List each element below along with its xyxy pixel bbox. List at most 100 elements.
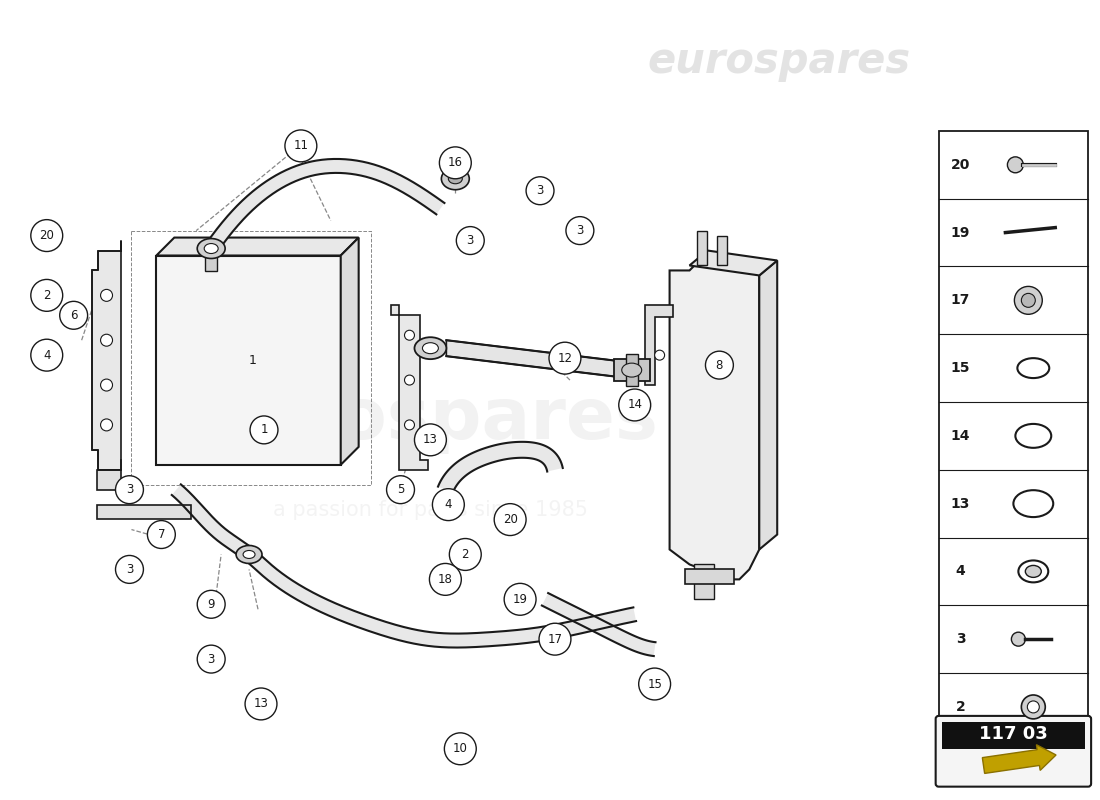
Ellipse shape xyxy=(236,546,262,563)
Circle shape xyxy=(705,351,734,379)
Bar xyxy=(938,131,1088,741)
Polygon shape xyxy=(694,565,714,599)
Text: 19: 19 xyxy=(513,593,528,606)
Text: 10: 10 xyxy=(453,742,468,755)
Circle shape xyxy=(654,350,664,360)
Circle shape xyxy=(405,375,415,385)
Ellipse shape xyxy=(415,338,447,359)
Circle shape xyxy=(386,476,415,504)
Polygon shape xyxy=(341,238,359,465)
Text: 2: 2 xyxy=(462,548,469,561)
Bar xyxy=(206,243,217,271)
Text: 12: 12 xyxy=(558,352,572,365)
Circle shape xyxy=(147,521,175,549)
Circle shape xyxy=(444,733,476,765)
Circle shape xyxy=(450,538,481,570)
Bar xyxy=(132,230,371,485)
Text: 15: 15 xyxy=(950,361,970,375)
Text: 7: 7 xyxy=(157,528,165,541)
Circle shape xyxy=(31,279,63,311)
Text: 11: 11 xyxy=(294,139,308,152)
Text: 17: 17 xyxy=(548,633,562,646)
Text: 9: 9 xyxy=(208,598,214,610)
Circle shape xyxy=(1022,695,1045,719)
Circle shape xyxy=(439,147,471,178)
Text: 13: 13 xyxy=(254,698,268,710)
Bar xyxy=(97,505,191,518)
Polygon shape xyxy=(645,306,672,385)
Polygon shape xyxy=(438,442,563,493)
Polygon shape xyxy=(690,250,778,275)
Text: 17: 17 xyxy=(950,294,970,307)
Circle shape xyxy=(456,226,484,254)
Text: 3: 3 xyxy=(576,224,584,237)
Circle shape xyxy=(494,504,526,535)
Polygon shape xyxy=(97,470,121,490)
Circle shape xyxy=(116,555,143,583)
Ellipse shape xyxy=(197,238,226,258)
Text: eurospares: eurospares xyxy=(648,40,911,82)
Bar xyxy=(156,255,341,465)
Circle shape xyxy=(639,668,671,700)
Text: 2: 2 xyxy=(43,289,51,302)
Text: 3: 3 xyxy=(537,184,543,198)
Text: 18: 18 xyxy=(438,573,453,586)
Text: 14: 14 xyxy=(627,398,642,411)
Ellipse shape xyxy=(441,168,470,190)
Circle shape xyxy=(539,623,571,655)
Ellipse shape xyxy=(422,342,439,354)
Text: 2: 2 xyxy=(956,700,966,714)
Bar xyxy=(942,722,1085,749)
Text: 20: 20 xyxy=(950,158,970,172)
Circle shape xyxy=(1027,701,1040,713)
Text: 4: 4 xyxy=(43,349,51,362)
Circle shape xyxy=(1014,286,1043,314)
Circle shape xyxy=(1022,294,1035,307)
Circle shape xyxy=(197,645,226,673)
Circle shape xyxy=(619,389,650,421)
Text: 4: 4 xyxy=(956,565,966,578)
Circle shape xyxy=(432,489,464,521)
Circle shape xyxy=(31,339,63,371)
Circle shape xyxy=(415,424,447,456)
Text: 3: 3 xyxy=(125,563,133,576)
Text: 4: 4 xyxy=(444,498,452,511)
Bar xyxy=(626,354,638,386)
Text: 20: 20 xyxy=(40,229,54,242)
Circle shape xyxy=(429,563,461,595)
Circle shape xyxy=(197,590,226,618)
Text: 14: 14 xyxy=(950,429,970,443)
Text: 1: 1 xyxy=(261,423,267,436)
Bar xyxy=(614,359,650,381)
Circle shape xyxy=(405,420,415,430)
Text: a passion for parts since 1985: a passion for parts since 1985 xyxy=(273,500,587,520)
Circle shape xyxy=(31,220,63,251)
Text: 19: 19 xyxy=(950,226,970,239)
Circle shape xyxy=(100,379,112,391)
Polygon shape xyxy=(447,340,628,378)
Circle shape xyxy=(504,583,536,615)
Text: 3: 3 xyxy=(208,653,214,666)
Polygon shape xyxy=(759,261,778,550)
Circle shape xyxy=(549,342,581,374)
Text: 6: 6 xyxy=(70,309,77,322)
Ellipse shape xyxy=(449,174,462,184)
Ellipse shape xyxy=(621,363,641,377)
Polygon shape xyxy=(670,266,759,579)
Text: 3: 3 xyxy=(125,483,133,496)
Circle shape xyxy=(250,416,278,444)
Circle shape xyxy=(59,302,88,330)
FancyArrow shape xyxy=(982,745,1056,774)
Ellipse shape xyxy=(1025,566,1042,578)
Text: 15: 15 xyxy=(647,678,662,690)
Polygon shape xyxy=(697,230,707,266)
Circle shape xyxy=(405,330,415,340)
Polygon shape xyxy=(156,238,359,255)
Text: eurospares: eurospares xyxy=(202,386,659,454)
FancyBboxPatch shape xyxy=(936,716,1091,786)
Polygon shape xyxy=(91,241,121,470)
Text: 3: 3 xyxy=(956,632,966,646)
Polygon shape xyxy=(684,570,735,584)
Text: 13: 13 xyxy=(950,497,970,510)
Circle shape xyxy=(1008,157,1023,173)
